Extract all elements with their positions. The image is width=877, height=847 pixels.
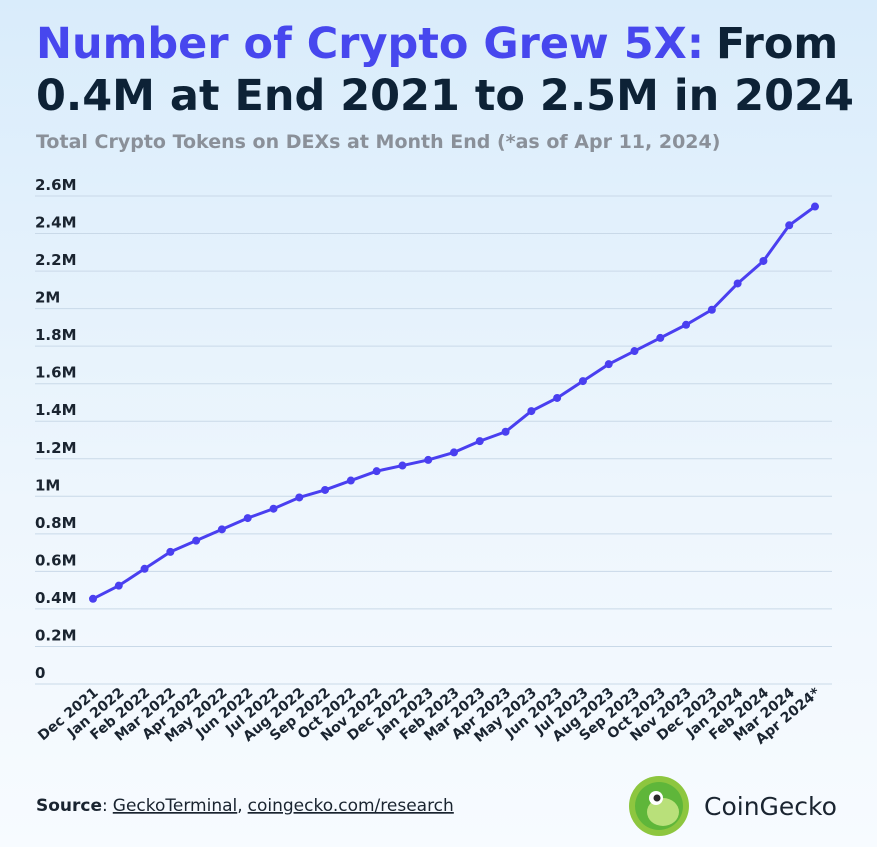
y-tick-label: 1M [35, 476, 60, 494]
chart-title: Number of Crypto Grew 5X: From [36, 19, 838, 69]
y-tick-label: 2.2M [35, 251, 77, 269]
source-link[interactable]: coingecko.com/research [248, 796, 454, 816]
y-tick-label: 1.6M [35, 364, 77, 382]
point [269, 504, 278, 513]
source-colon: : [102, 796, 108, 816]
point [217, 525, 226, 534]
point [785, 221, 794, 230]
point [527, 407, 536, 416]
source-label: Source [36, 796, 102, 816]
y-tick-label: 2M [35, 289, 60, 307]
y-tick-label: 2.4M [35, 214, 77, 232]
line [92, 205, 816, 601]
y-tick-label: 0.2M [35, 626, 77, 644]
point [682, 320, 691, 329]
plot: 0 0.2M 0.4M 0.6M 0.8M 1M 1.2M 1.4M 1.6M 1.8M 2M 2.2… [35, 176, 832, 748]
point [140, 564, 149, 573]
y-tick-label: 2.6M [35, 176, 77, 194]
point [811, 202, 819, 211]
point [295, 493, 304, 502]
source: Source: GeckoTerminal, coingecko.com/resea… [36, 796, 454, 816]
title-rest-2: 0.4M at End 2021 to 2.5M in 2024 [36, 71, 854, 121]
title-rest-1: From [716, 19, 838, 69]
point [114, 581, 123, 590]
point [604, 360, 613, 369]
point [346, 476, 355, 485]
title-highlight: Number of Crypto Grew 5X: [36, 19, 704, 69]
y-tick-label: 0.6M [35, 551, 77, 569]
point [450, 448, 458, 457]
point [578, 377, 587, 386]
point [192, 536, 201, 545]
point [475, 437, 484, 446]
point [553, 393, 562, 402]
y-tick-label: 0 [35, 664, 45, 682]
point [656, 333, 665, 342]
y-tick-label: 0.4M [35, 589, 77, 607]
brand: CoinGecko [704, 792, 837, 821]
point [630, 347, 639, 356]
logo [629, 776, 689, 836]
y-tick-label: 1.4M [35, 401, 77, 419]
point [166, 547, 175, 556]
point [707, 305, 716, 314]
y-tick-label: 1.8M [35, 326, 77, 344]
y-tick-label: 0.8M [35, 514, 77, 532]
point [372, 467, 381, 476]
source-link[interactable]: GeckoTerminal [113, 796, 237, 816]
point [501, 427, 510, 436]
point [89, 594, 97, 603]
source-comma: , [237, 796, 242, 816]
y-tick-label: 1.2M [35, 439, 77, 457]
point [243, 514, 252, 523]
point [759, 256, 768, 265]
point [321, 485, 330, 494]
point [424, 455, 433, 464]
point [398, 461, 407, 470]
chart-subtitle: Total Crypto Tokens on DEXs at Month End… [36, 131, 720, 153]
point [733, 279, 742, 288]
